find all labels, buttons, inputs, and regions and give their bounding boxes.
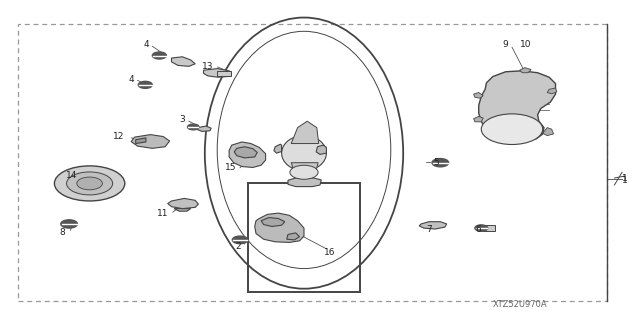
Polygon shape: [255, 213, 304, 242]
Text: 1: 1: [622, 174, 627, 183]
Circle shape: [432, 159, 449, 167]
FancyBboxPatch shape: [480, 225, 495, 231]
Polygon shape: [261, 218, 285, 226]
Ellipse shape: [282, 136, 326, 171]
Text: 4: 4: [143, 40, 148, 48]
Polygon shape: [168, 198, 198, 209]
Text: 11: 11: [157, 209, 169, 218]
Text: 1: 1: [622, 176, 627, 185]
Text: 14: 14: [66, 171, 77, 180]
Circle shape: [481, 114, 543, 145]
Circle shape: [138, 81, 152, 88]
Polygon shape: [520, 68, 531, 73]
Circle shape: [77, 177, 102, 190]
Text: 6: 6: [476, 225, 481, 234]
Text: 2: 2: [236, 242, 241, 251]
Bar: [248, 183, 360, 292]
Polygon shape: [234, 147, 257, 158]
Text: 5: 5: [434, 158, 439, 167]
Polygon shape: [474, 93, 483, 98]
Text: 15: 15: [225, 163, 236, 172]
Polygon shape: [474, 116, 483, 122]
Polygon shape: [131, 135, 170, 148]
Text: 9: 9: [503, 40, 508, 49]
Circle shape: [67, 172, 113, 195]
Circle shape: [61, 220, 77, 228]
Polygon shape: [291, 163, 318, 185]
Polygon shape: [136, 138, 146, 144]
Circle shape: [290, 165, 318, 179]
Bar: [18, 24, 607, 301]
Polygon shape: [543, 128, 554, 136]
Circle shape: [475, 225, 488, 231]
Circle shape: [188, 124, 199, 130]
Polygon shape: [547, 88, 557, 94]
Polygon shape: [204, 69, 232, 77]
Polygon shape: [288, 178, 321, 187]
Circle shape: [54, 166, 125, 201]
Text: 16: 16: [324, 248, 335, 256]
Polygon shape: [316, 145, 326, 154]
Text: 12: 12: [113, 132, 124, 141]
Text: 10: 10: [520, 40, 532, 49]
Polygon shape: [287, 233, 300, 240]
Text: 3: 3: [180, 115, 185, 124]
Polygon shape: [229, 142, 266, 167]
Text: XTZ52U970A: XTZ52U970A: [493, 300, 547, 309]
Polygon shape: [172, 57, 195, 66]
Polygon shape: [197, 126, 211, 131]
Circle shape: [232, 236, 248, 244]
Polygon shape: [291, 121, 319, 144]
Polygon shape: [479, 71, 556, 141]
Text: 8: 8: [60, 228, 65, 237]
Text: 4: 4: [129, 75, 134, 84]
Polygon shape: [419, 222, 447, 229]
FancyBboxPatch shape: [217, 71, 231, 76]
Circle shape: [152, 52, 166, 59]
Polygon shape: [174, 209, 191, 211]
Text: 7: 7: [426, 225, 431, 234]
Polygon shape: [274, 144, 282, 153]
Text: 13: 13: [202, 62, 214, 70]
